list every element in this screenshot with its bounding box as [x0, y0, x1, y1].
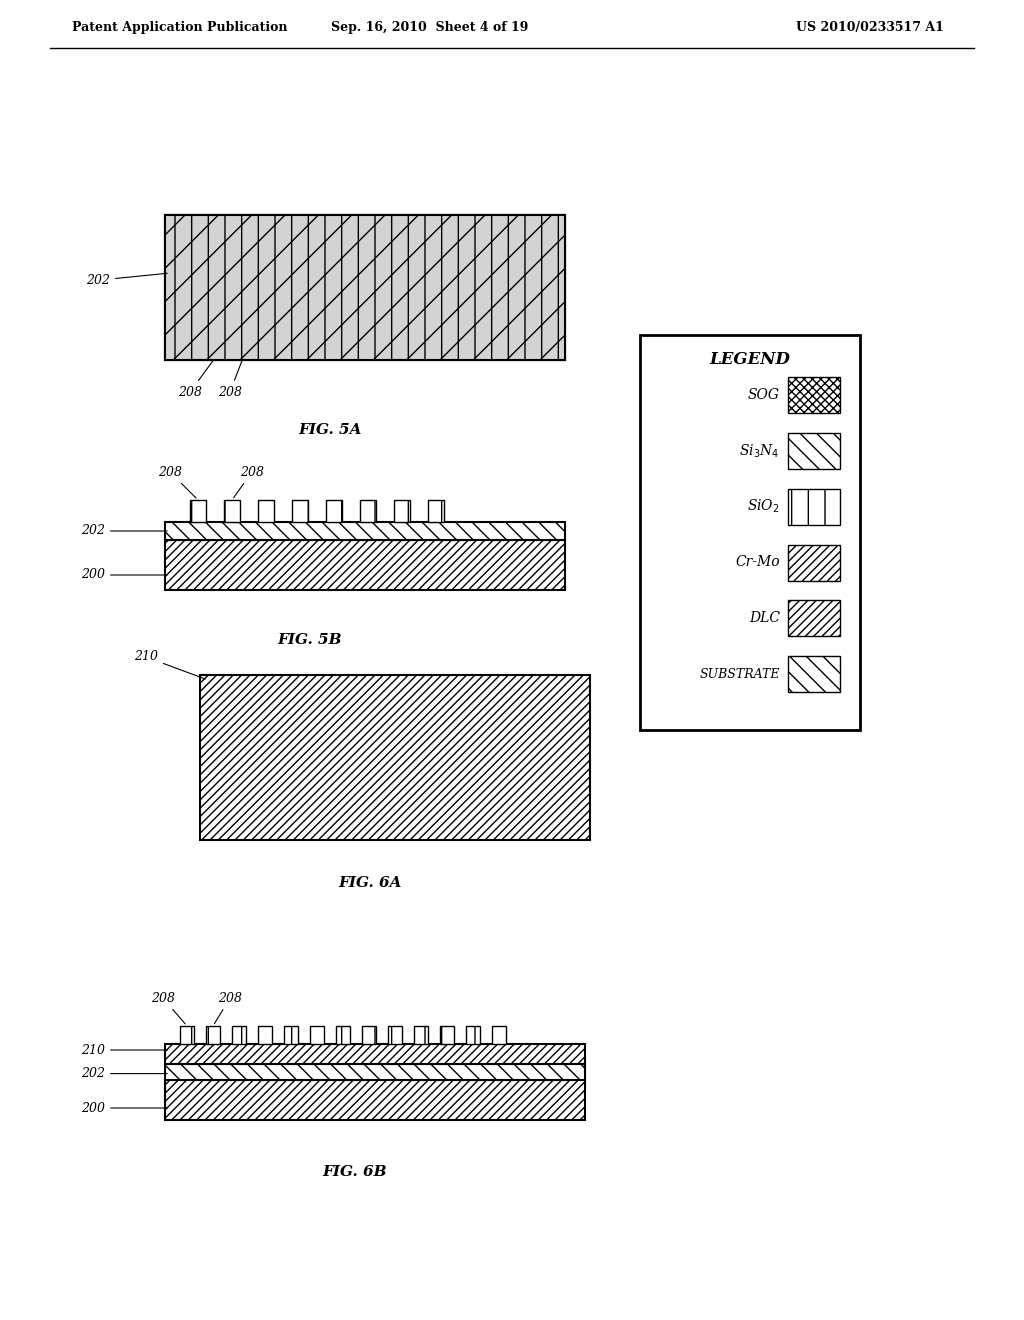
Bar — [165, 1064, 585, 1080]
Bar — [492, 1026, 506, 1044]
Bar — [388, 1026, 402, 1044]
Bar — [362, 1026, 376, 1044]
Bar — [190, 500, 206, 521]
Bar — [788, 656, 840, 692]
Text: 208: 208 — [158, 466, 196, 498]
Text: 208: 208 — [218, 360, 242, 399]
Text: 208: 208 — [214, 991, 242, 1023]
Bar — [165, 215, 565, 360]
Bar — [206, 1026, 220, 1044]
Bar — [165, 540, 565, 590]
Bar — [640, 335, 860, 730]
Bar — [258, 1026, 272, 1044]
Bar — [165, 215, 565, 360]
Text: Si$_3$N$_4$: Si$_3$N$_4$ — [739, 442, 780, 459]
Text: 208: 208 — [178, 360, 213, 399]
Bar — [310, 1026, 324, 1044]
Bar — [788, 601, 840, 636]
Bar — [788, 544, 840, 581]
Text: 208: 208 — [233, 466, 264, 498]
Bar — [414, 1026, 428, 1044]
Bar — [165, 1080, 585, 1119]
Bar — [788, 378, 840, 413]
Bar — [258, 500, 274, 521]
Text: 210: 210 — [134, 651, 206, 678]
Bar — [180, 1026, 194, 1044]
Bar — [224, 500, 240, 521]
Text: 202: 202 — [81, 524, 167, 537]
Text: 210: 210 — [81, 1044, 167, 1056]
Text: SUBSTRATE: SUBSTRATE — [699, 668, 780, 681]
Text: 200: 200 — [81, 569, 167, 582]
Text: SiO$_2$: SiO$_2$ — [748, 498, 780, 515]
Text: Patent Application Publication: Patent Application Publication — [72, 21, 288, 34]
Text: Sep. 16, 2010  Sheet 4 of 19: Sep. 16, 2010 Sheet 4 of 19 — [332, 21, 528, 34]
Text: 200: 200 — [81, 1101, 167, 1114]
Bar — [232, 1026, 246, 1044]
Text: FIG. 6B: FIG. 6B — [323, 1166, 387, 1179]
Text: 202: 202 — [81, 1067, 167, 1080]
Bar — [165, 215, 565, 360]
Bar — [200, 675, 590, 840]
Bar — [428, 500, 444, 521]
Bar — [292, 500, 308, 521]
Bar — [165, 1044, 585, 1064]
Text: LEGEND: LEGEND — [710, 351, 791, 368]
Text: 208: 208 — [151, 991, 185, 1024]
Bar — [360, 500, 376, 521]
Bar — [788, 433, 840, 469]
Bar — [336, 1026, 350, 1044]
Bar — [284, 1026, 298, 1044]
Bar — [788, 488, 840, 524]
Bar — [165, 521, 565, 540]
Bar — [326, 500, 342, 521]
Text: SOG: SOG — [748, 388, 780, 403]
Text: DLC: DLC — [749, 611, 780, 626]
Text: FIG. 5B: FIG. 5B — [278, 634, 342, 647]
Bar — [394, 500, 410, 521]
Text: FIG. 5A: FIG. 5A — [298, 422, 361, 437]
Text: US 2010/0233517 A1: US 2010/0233517 A1 — [796, 21, 944, 34]
Bar — [466, 1026, 480, 1044]
Bar — [440, 1026, 454, 1044]
Text: Cr-Mo: Cr-Mo — [735, 556, 780, 569]
Text: 202: 202 — [86, 273, 167, 286]
Text: FIG. 6A: FIG. 6A — [338, 876, 401, 890]
Bar — [165, 215, 565, 360]
